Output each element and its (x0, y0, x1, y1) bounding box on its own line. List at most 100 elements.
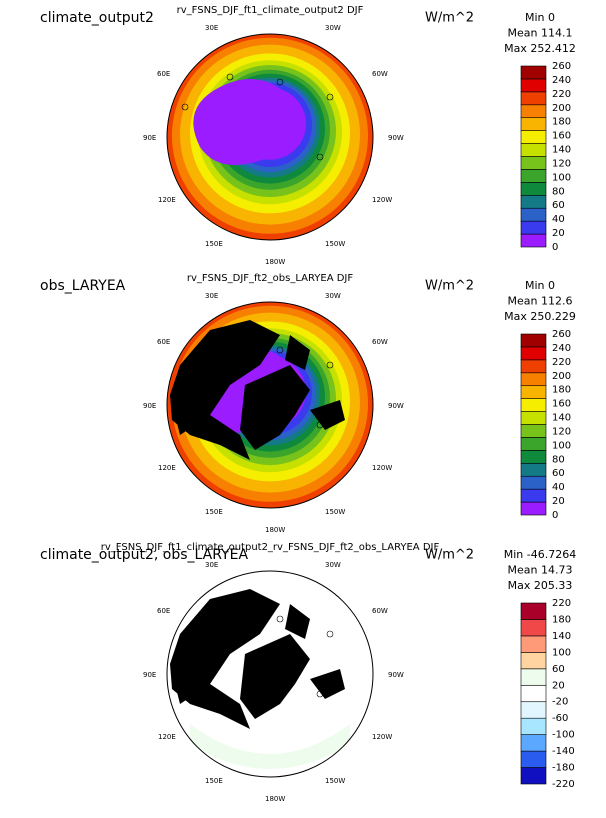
lon-label: 60E (157, 607, 170, 615)
coast (226, 73, 234, 81)
lon-label: 30E (205, 24, 218, 32)
coast (226, 610, 234, 618)
lon-label: 150E (205, 508, 223, 516)
land (170, 320, 280, 435)
colorbar-label: 180 (552, 385, 571, 396)
lon-label: 60W (372, 607, 388, 615)
colorbar-label: -20 (552, 697, 568, 708)
land (285, 335, 310, 370)
colorbar-box (520, 635, 547, 653)
colorbar-box (520, 462, 547, 477)
stat: Min -46.7264 (504, 548, 576, 561)
colorbar-box (520, 619, 547, 637)
units: W/m^2 (425, 548, 474, 563)
lon-label: 120E (158, 196, 176, 204)
colorbar-box (520, 91, 547, 106)
coast (326, 630, 334, 638)
lon-label: 150W (325, 240, 345, 248)
colorbar-label: 120 (552, 158, 571, 169)
colorbar-label: 40 (552, 214, 565, 225)
lon-label: 120W (372, 196, 392, 204)
coast (181, 371, 189, 379)
colorbar-box (520, 78, 547, 93)
colorbar-box (520, 450, 547, 464)
lon-label: 60E (157, 70, 170, 78)
units: W/m^2 (425, 11, 474, 26)
colorbar-box (520, 233, 547, 248)
lon-label: 180W (265, 526, 285, 534)
stat: Mean 112.6 (508, 295, 573, 308)
stat: Mean 114.1 (508, 27, 573, 40)
colorbar-label: 220 (552, 598, 571, 609)
colorbar-label: 80 (552, 186, 565, 197)
colorbar-label: 240 (552, 343, 571, 354)
field-blob (193, 79, 293, 165)
panel: climate_output2, obs_LARYEArv_FSNS_DJF_f… (40, 542, 576, 803)
colorbar-box (520, 668, 547, 686)
lon-label: 90W (388, 402, 404, 410)
colorbar-label: 160 (552, 399, 571, 410)
globe-outline (166, 33, 374, 241)
lon-label: 90E (143, 134, 156, 142)
colorbar-box (520, 104, 547, 119)
colorbar-label: 20 (552, 680, 565, 691)
panel-title: rv_FSNS_DJF_ft1_climate_output2_rv_FSNS_… (101, 542, 440, 553)
globe-outline (166, 570, 374, 778)
panel-title: rv_FSNS_DJF_ft1_climate_output2 DJF (177, 5, 364, 16)
lon-label: 30E (205, 561, 218, 569)
lon-label: 60W (372, 70, 388, 78)
lon-label: 120W (372, 464, 392, 472)
colorbar-box (520, 602, 547, 620)
colorbar-label: -220 (552, 779, 575, 790)
colorbar-box (520, 207, 547, 222)
colorbar-label: 0 (552, 510, 558, 521)
coast (316, 421, 324, 429)
colorbar-label: 180 (552, 614, 571, 625)
colorbar-box (520, 734, 547, 752)
colorbar-box (520, 182, 547, 196)
colorbar-label: 60 (552, 468, 565, 479)
colorbar-label: -140 (552, 746, 575, 757)
lon-label: 120E (158, 464, 176, 472)
lon-label: 150W (325, 777, 345, 785)
colorbar-box (520, 424, 547, 438)
colorbar-box (520, 169, 547, 183)
lon-label: 90E (143, 402, 156, 410)
globe (167, 34, 373, 240)
field-patch (190, 724, 350, 769)
colorbar-box (520, 488, 547, 503)
lon-label: 30E (205, 292, 218, 300)
colorbar-label: 100 (552, 440, 571, 451)
lon-label: 90W (388, 671, 404, 679)
lon-label: 30W (325, 24, 341, 32)
panel-label: climate_output2, obs_LARYEA (40, 547, 248, 563)
colorbar-box (520, 750, 547, 768)
coast (276, 615, 284, 623)
colorbar-label: 100 (552, 647, 571, 658)
colorbar-box (520, 701, 547, 719)
land (310, 400, 345, 430)
stat: Min 0 (525, 279, 555, 292)
colorbar-box (520, 372, 547, 387)
land (240, 634, 310, 719)
colorbar-box (520, 65, 547, 80)
colorbar-label: 140 (552, 145, 571, 156)
land (170, 395, 250, 460)
lon-label: 90E (143, 671, 156, 679)
colorbar-box (520, 437, 547, 451)
coast (316, 690, 324, 698)
colorbar-box (520, 684, 547, 703)
colorbar-label: 20 (552, 228, 565, 239)
colorbar-label: 140 (552, 413, 571, 424)
colorbar-box (520, 346, 547, 361)
colorbar-label: -60 (552, 713, 568, 724)
coast (181, 103, 189, 111)
colorbar-box (520, 194, 547, 209)
colorbar-label: 100 (552, 172, 571, 183)
coast (276, 346, 284, 354)
lon-label: 30W (325, 561, 341, 569)
land (240, 365, 310, 450)
lon-label: 120E (158, 733, 176, 741)
colorbar-label: 20 (552, 496, 565, 507)
